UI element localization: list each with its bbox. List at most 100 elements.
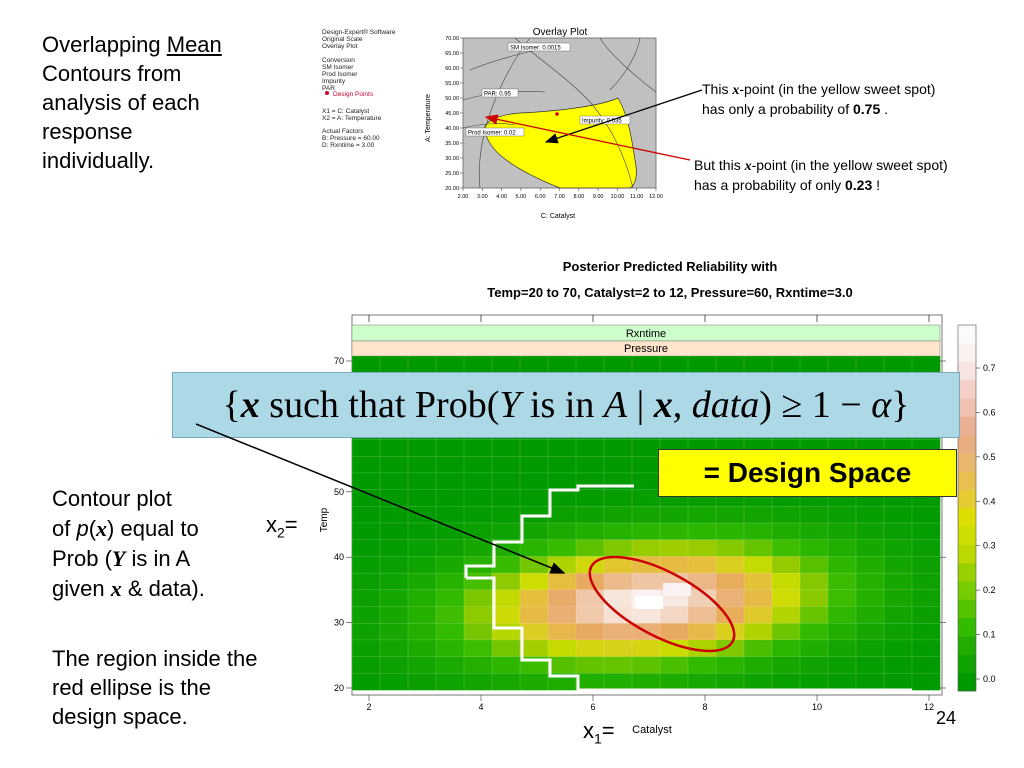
- heatmap-cell: [743, 556, 773, 574]
- heatmap-title-line2: Temp=20 to 70, Catalyst=2 to 12, Pressur…: [487, 285, 853, 300]
- heatmap-cell: [743, 623, 773, 641]
- heatmap-cell: [519, 639, 549, 658]
- heatmap-cell: [491, 506, 521, 524]
- heatmap-cell: [519, 439, 549, 457]
- heatmap-cell: [435, 472, 465, 491]
- heatmap-cell: [407, 506, 437, 524]
- heatmap-cell: [855, 606, 885, 624]
- heatmap-cell: [435, 506, 465, 524]
- heatmap-cell: [463, 589, 493, 608]
- heatmap-cell: [631, 472, 661, 491]
- heatmap-cell: [771, 556, 801, 574]
- heading-line3: analysis of each: [42, 90, 200, 115]
- heatmap-cell: [519, 572, 549, 591]
- formula-x: x: [240, 384, 260, 426]
- heatmap-cell: [351, 589, 381, 608]
- heatmap-cell: [519, 489, 549, 507]
- heatmap-cell: [631, 539, 661, 558]
- heatmap-cell: [379, 456, 409, 474]
- heatmap-cell: [547, 639, 577, 658]
- colorbar-segment: [958, 398, 976, 417]
- note2-suffix: !: [872, 177, 881, 193]
- heatmap-cell: [463, 572, 493, 591]
- heading-underlined-word: Mean: [166, 32, 222, 57]
- factor-line: X2 = A: Temperature: [322, 115, 382, 122]
- colorbar-tick: 0.1: [983, 630, 996, 640]
- region-line1: The region inside the: [52, 646, 258, 671]
- region-description: The region inside the red ellipse is the…: [52, 644, 312, 731]
- heatmap-cell: [911, 522, 941, 541]
- heatmap-cell: [575, 489, 605, 507]
- overlay-x-ticks: 2.00 3.00 4.00 5.00 6.00 7.00 8.00 9.00 10.00 11.…: [458, 188, 663, 200]
- heatmap-cell: [827, 623, 857, 641]
- colorbar-segment: [958, 508, 976, 527]
- heatmap-cell: [407, 489, 437, 507]
- colorbar-segment: [958, 581, 976, 600]
- heatmap-cell: [463, 673, 493, 691]
- heatmap-cell: [547, 456, 577, 474]
- heatmap-cell: [547, 623, 577, 641]
- heatmap-cell: [799, 556, 829, 574]
- formula-brace-open: {: [222, 384, 241, 426]
- annotation-point-2: But this x-point (in the yellow sweet sp…: [694, 156, 1014, 194]
- heatmap-x-ticks: 2 4 6 8 10 12: [366, 695, 934, 712]
- heatmap-cell: [771, 656, 801, 674]
- legend-line: Impurity: [322, 78, 346, 85]
- heatmap-cell: [351, 472, 381, 491]
- colorbar-tick: 0.6: [983, 407, 996, 417]
- heatmap-cell: [855, 656, 885, 674]
- heatmap-cell: [659, 506, 689, 524]
- heatmap-cell: [799, 589, 829, 608]
- heatmap-cell: [715, 589, 745, 608]
- heatmap-cell: [687, 673, 717, 691]
- factor-line: D: Rxntime = 3.00: [322, 142, 375, 149]
- heatmap-cell: [659, 522, 689, 541]
- note2-line2: has a probability of only: [694, 177, 845, 193]
- note2-x: x: [744, 159, 752, 174]
- heatmap-cell: [771, 589, 801, 608]
- heatmap-cell: [855, 355, 885, 374]
- heatmap-cell: [771, 355, 801, 374]
- colorbar-tick: 0.2: [983, 585, 996, 595]
- slide-heading: Overlapping Mean Contours from analysis …: [42, 30, 272, 175]
- x1-letter: x: [583, 718, 594, 743]
- heatmap-cell: [687, 506, 717, 524]
- note1-middle: -point (in the yellow sweet spot): [739, 81, 936, 97]
- heatmap-cell: [743, 639, 773, 658]
- heatmap-cell: [463, 606, 493, 624]
- overlay-y-ticks: 70.00 65.00 60.00 55.00 50.00 45.00 40.00 35.00…: [445, 36, 463, 192]
- heatmap-cell: [491, 639, 521, 658]
- heatmap-cell: [631, 489, 661, 507]
- heatmap-cell: [463, 522, 493, 541]
- heatmap-cell: [687, 355, 717, 374]
- heatmap-cell: [351, 639, 381, 658]
- heatmap-y-label: Temp: [319, 507, 330, 532]
- heatmap-cell: [351, 572, 381, 591]
- formula-brace-close: }: [891, 384, 910, 426]
- heatmap-cell: [663, 583, 691, 596]
- heatmap-cell: [883, 539, 913, 558]
- heatmap-cell: [883, 522, 913, 541]
- note1-prefix: This: [702, 81, 733, 97]
- heatmap-cell: [351, 556, 381, 574]
- note2-value: 0.23: [844, 177, 873, 193]
- heatmap-cell: [603, 439, 633, 457]
- contour-line3-suffix: is in A: [125, 546, 191, 571]
- contour-plot-description: Contour plot of p(x) equal to Prob (Y is…: [52, 484, 272, 604]
- heatmap-cell: [351, 439, 381, 457]
- heatmap-cell: [743, 355, 773, 374]
- heatmap-cell: [883, 656, 913, 674]
- heatmap-cell: [799, 673, 829, 691]
- heatmap-cell: [463, 639, 493, 658]
- heatmap-cell: [603, 522, 633, 541]
- region-line3: design space.: [52, 704, 188, 729]
- heatmap-cell: [659, 539, 689, 558]
- design-space-label: = Design Space: [658, 449, 957, 497]
- overlay-x-label: C: Catalyst: [541, 213, 575, 220]
- heatmap-cell: [379, 439, 409, 457]
- heatmap-cell: [519, 456, 549, 474]
- heatmap-cell: [379, 355, 409, 374]
- colorbar-segment: [958, 636, 976, 655]
- heatmap-cell: [827, 355, 857, 374]
- region-line2: red ellipse is the: [52, 675, 211, 700]
